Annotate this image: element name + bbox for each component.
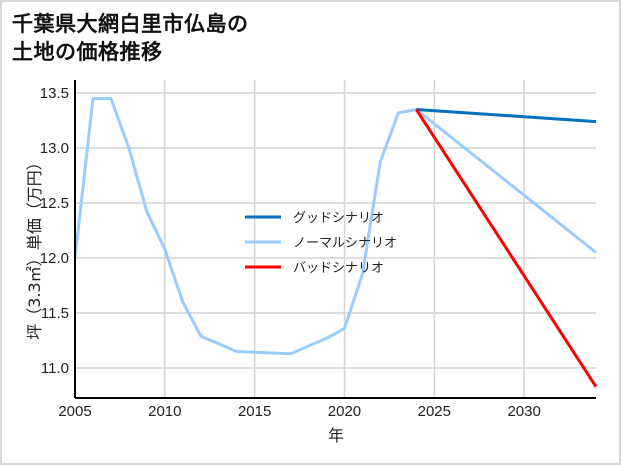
x-axis-label: 年: [328, 426, 344, 445]
y-tick-label: 12.0: [40, 250, 69, 267]
x-tick-label: 2005: [58, 403, 91, 420]
series-line-2: [415, 108, 598, 388]
y-tick-label: 11.5: [41, 305, 69, 322]
x-tick-label: 2010: [148, 403, 181, 420]
data-series: [73, 97, 598, 388]
x-tick-label: 2015: [238, 403, 271, 420]
series-line-0: [416, 108, 597, 124]
y-tick-label: 11.0: [41, 360, 69, 377]
x-tick-label: 2025: [418, 403, 451, 420]
x-tick-label: 2020: [328, 403, 361, 420]
y-tick-label: 13.0: [40, 140, 69, 157]
tick-labels: 2005 2010 2015 2020 2025 2030 11.0 11.5 12.0 12.5…: [40, 85, 541, 420]
chart-title: 千葉県大網白里市仏島の 土地の価格推移: [12, 10, 249, 66]
legend-label: ノーマルシナリオ: [293, 236, 397, 251]
title-line-1: 千葉県大網白里市仏島の: [12, 12, 249, 36]
title-line-2: 土地の価格推移: [12, 40, 163, 64]
y-tick-label: 12.5: [40, 195, 69, 212]
y-tick-label: 13.5: [40, 85, 69, 102]
axes: [74, 80, 596, 399]
x-tick-label: 2030: [507, 403, 540, 420]
series-line-1: [73, 97, 597, 356]
legend-label: グッドシナリオ: [293, 211, 384, 226]
legend-label: バッドシナリオ: [293, 261, 384, 276]
y-axis-label: 坪（3.3㎡）単価（万円）: [25, 154, 44, 339]
